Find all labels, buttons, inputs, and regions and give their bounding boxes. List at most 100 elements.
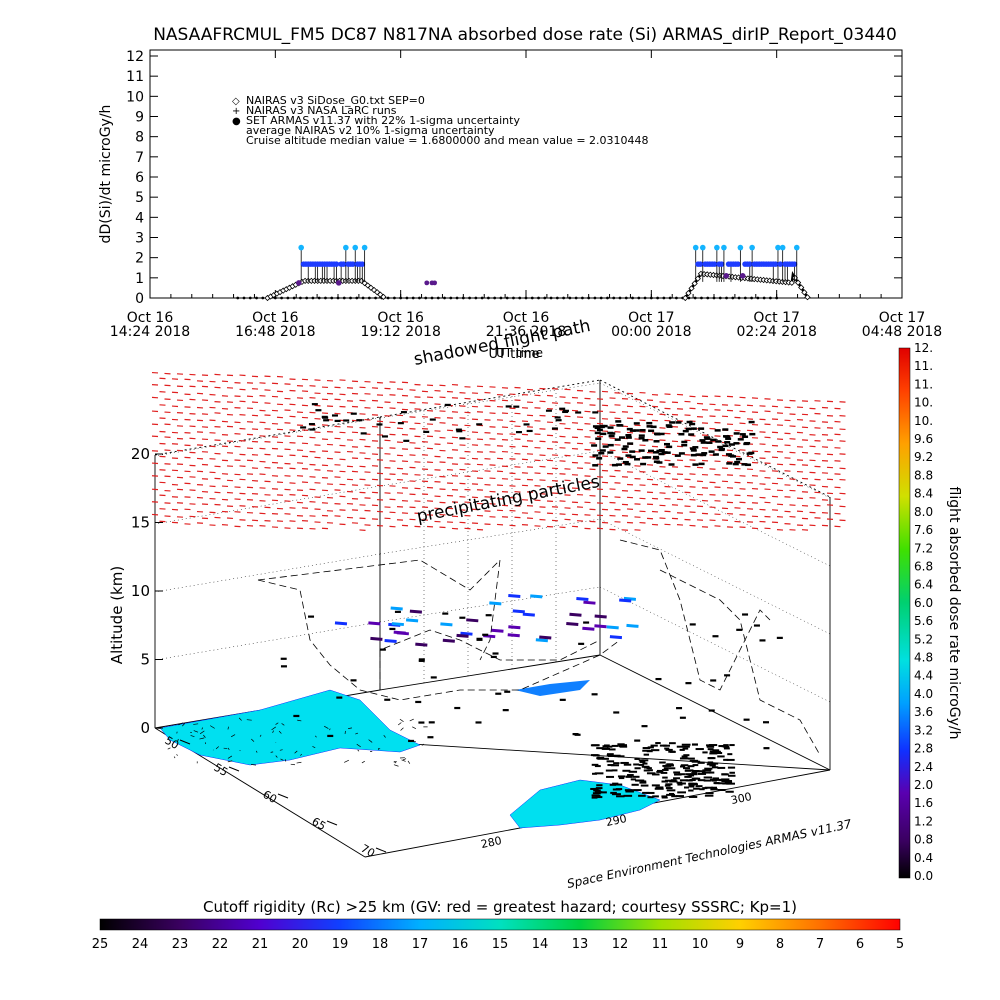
baseline-point bbox=[255, 296, 258, 300]
particle-black-marker bbox=[652, 451, 659, 454]
colorbar-tick-label: 11. bbox=[914, 359, 933, 373]
black-marker bbox=[707, 757, 716, 760]
black-marker bbox=[613, 762, 620, 765]
particle-black-marker bbox=[608, 434, 615, 438]
dose-segment bbox=[491, 628, 504, 633]
particle-black-marker bbox=[625, 434, 632, 437]
black-marker bbox=[668, 750, 675, 753]
armas-point bbox=[737, 244, 744, 251]
baseline-point bbox=[493, 296, 497, 300]
dose-segment bbox=[539, 635, 552, 640]
black-marker bbox=[607, 745, 613, 748]
coastline bbox=[173, 756, 176, 759]
particle-black-marker bbox=[714, 429, 721, 432]
baseline-point bbox=[599, 296, 603, 300]
armas-point bbox=[746, 261, 753, 267]
colorbar-tick-label: 5.2 bbox=[914, 632, 933, 646]
particle-black-marker bbox=[633, 422, 640, 425]
particle-black-marker bbox=[698, 462, 705, 466]
legend-symbol: ◇ bbox=[232, 96, 240, 107]
dose-segment bbox=[569, 612, 582, 617]
armas-point bbox=[424, 280, 430, 286]
particle-black-marker bbox=[308, 422, 315, 426]
particle-black-marker bbox=[658, 432, 665, 436]
coastline bbox=[178, 722, 183, 726]
black-marker bbox=[661, 795, 668, 798]
black-marker bbox=[697, 779, 706, 782]
figure-title: NASAAFRCMUL_FM5 DC87 N817NA absorbed dos… bbox=[153, 25, 897, 45]
black-marker bbox=[642, 749, 651, 752]
nairas-point bbox=[798, 284, 805, 291]
colorbar-tick-label: 2.0 bbox=[914, 778, 933, 792]
rigidity-tick-label: 11 bbox=[652, 937, 669, 952]
colorbar-label: flight absorbed dose rate microGy/h bbox=[946, 487, 962, 740]
particle-black-marker bbox=[356, 419, 363, 422]
particle-black-marker bbox=[742, 435, 749, 438]
particle-black-marker bbox=[554, 416, 561, 419]
coastline bbox=[272, 730, 274, 734]
black-marker bbox=[639, 760, 646, 763]
ground-marker bbox=[308, 615, 315, 618]
ground-marker bbox=[336, 696, 343, 699]
frame-edge bbox=[599, 379, 831, 498]
baseline-point bbox=[367, 296, 371, 300]
coastline bbox=[270, 751, 274, 753]
coastline bbox=[190, 735, 195, 738]
black-marker bbox=[727, 753, 733, 756]
coastline bbox=[393, 764, 399, 767]
dose-segment bbox=[594, 624, 607, 629]
colorbar-tick-label: 9.6 bbox=[914, 432, 933, 446]
coastline bbox=[368, 739, 373, 743]
coastline bbox=[344, 759, 349, 763]
black-marker bbox=[718, 782, 727, 785]
x-tick-label: Oct 17 bbox=[753, 310, 799, 326]
particle-black-marker bbox=[423, 430, 430, 434]
baseline-point bbox=[374, 296, 377, 300]
particle-black-marker bbox=[722, 435, 729, 438]
particle-black-marker bbox=[634, 458, 641, 461]
armas-point bbox=[335, 280, 342, 286]
black-marker bbox=[642, 791, 650, 794]
particle-black-marker bbox=[745, 463, 752, 467]
coastline bbox=[278, 730, 282, 734]
nairas-point bbox=[682, 294, 689, 302]
black-marker bbox=[726, 758, 735, 761]
baseline-point bbox=[750, 296, 753, 300]
black-marker bbox=[687, 765, 695, 768]
colorbar-tick-label: 9.2 bbox=[914, 450, 933, 464]
armas-point bbox=[699, 244, 706, 251]
armas-point bbox=[721, 244, 727, 251]
particle-black-marker bbox=[686, 420, 693, 424]
black-marker bbox=[703, 776, 713, 779]
x-tick-label: 21:36 2018 bbox=[486, 324, 566, 340]
particle-black-marker bbox=[429, 418, 436, 421]
baseline-point bbox=[712, 296, 716, 300]
lat-tick-mark bbox=[228, 766, 240, 772]
particle-black-marker bbox=[592, 464, 599, 467]
ground-marker bbox=[742, 613, 749, 616]
dose-segment bbox=[390, 606, 403, 611]
particle-black-marker bbox=[690, 453, 697, 457]
particle-black-marker bbox=[675, 421, 682, 424]
black-marker bbox=[688, 782, 698, 785]
colorbar-tick-label: 12. bbox=[914, 341, 933, 355]
coastline bbox=[256, 750, 258, 753]
particle-black-marker bbox=[334, 419, 341, 423]
legend-symbol: + bbox=[232, 106, 240, 117]
black-marker bbox=[698, 770, 706, 773]
black-marker bbox=[655, 786, 664, 789]
armas-point bbox=[775, 244, 781, 251]
black-marker bbox=[660, 771, 668, 774]
particle-black-marker bbox=[737, 438, 744, 441]
frame-edge bbox=[379, 654, 601, 691]
black-marker bbox=[685, 773, 692, 776]
particle-black-marker bbox=[300, 426, 307, 429]
baseline-point bbox=[675, 296, 678, 300]
grid-line bbox=[154, 553, 381, 593]
black-marker bbox=[688, 757, 695, 760]
armas-point bbox=[432, 280, 438, 286]
baseline-point bbox=[562, 296, 565, 300]
armas-point bbox=[333, 261, 340, 267]
black-marker bbox=[692, 764, 699, 767]
black-marker bbox=[665, 783, 673, 786]
